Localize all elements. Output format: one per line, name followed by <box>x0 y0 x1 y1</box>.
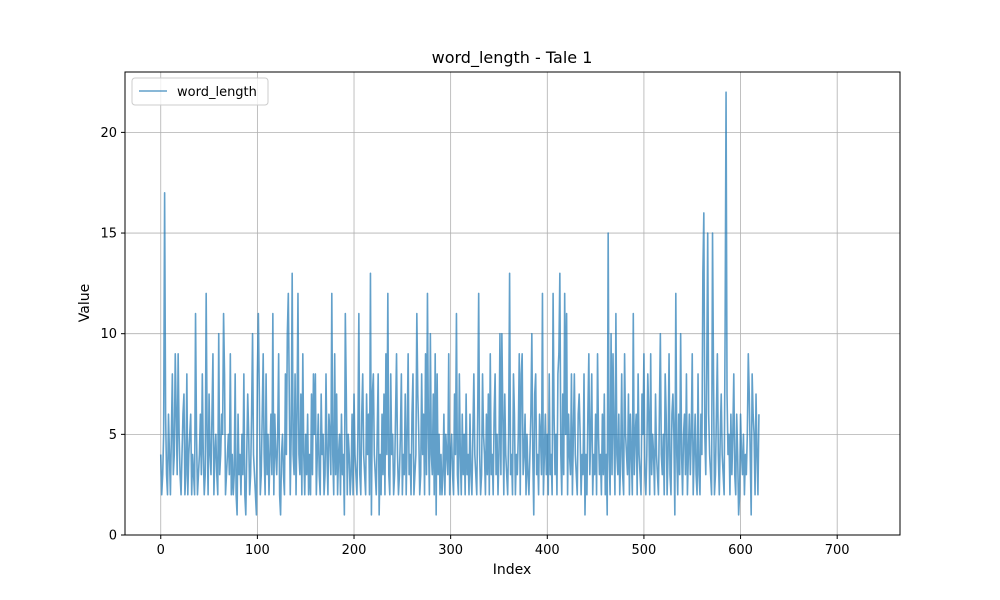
x-tick-label: 300 <box>438 543 463 558</box>
y-tick-label: 5 <box>109 428 117 443</box>
x-tick-label: 700 <box>825 543 850 558</box>
x-tick-label: 400 <box>535 543 560 558</box>
y-tick-label: 10 <box>100 327 117 342</box>
series-line-word_length <box>159 91 760 516</box>
y-tick-label: 0 <box>109 529 117 544</box>
x-tick-label: 0 <box>157 543 165 558</box>
y-axis: 0 5 10 15 20 <box>100 126 125 544</box>
legend: word_length <box>131 77 269 106</box>
x-tick-label: 600 <box>728 543 753 558</box>
x-axis: 0 100 200 300 400 500 600 700 <box>157 535 850 558</box>
legend-box <box>131 77 269 106</box>
x-tick-label: 500 <box>632 543 657 558</box>
legend-label: word_length <box>177 85 257 100</box>
chart-title: word_length - Tale 1 <box>432 48 593 68</box>
x-tick-label: 100 <box>245 543 270 558</box>
x-axis-title: Index <box>493 562 532 578</box>
plot-frame <box>124 71 901 536</box>
y-tick-label: 20 <box>100 126 117 141</box>
y-tick-label: 15 <box>100 227 117 242</box>
x-tick-label: 200 <box>342 543 367 558</box>
y-axis-title: Value <box>77 284 93 322</box>
series-layer <box>159 91 760 516</box>
